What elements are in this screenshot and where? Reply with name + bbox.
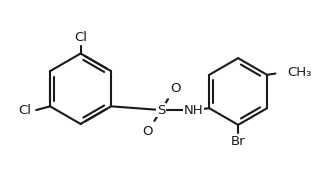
Text: Cl: Cl xyxy=(19,103,31,117)
Text: NH: NH xyxy=(184,103,203,117)
Text: O: O xyxy=(142,125,153,138)
Text: O: O xyxy=(170,82,180,95)
Text: Br: Br xyxy=(231,135,245,148)
Text: Cl: Cl xyxy=(74,31,87,44)
Text: S: S xyxy=(157,103,165,117)
Text: CH₃: CH₃ xyxy=(287,65,312,79)
